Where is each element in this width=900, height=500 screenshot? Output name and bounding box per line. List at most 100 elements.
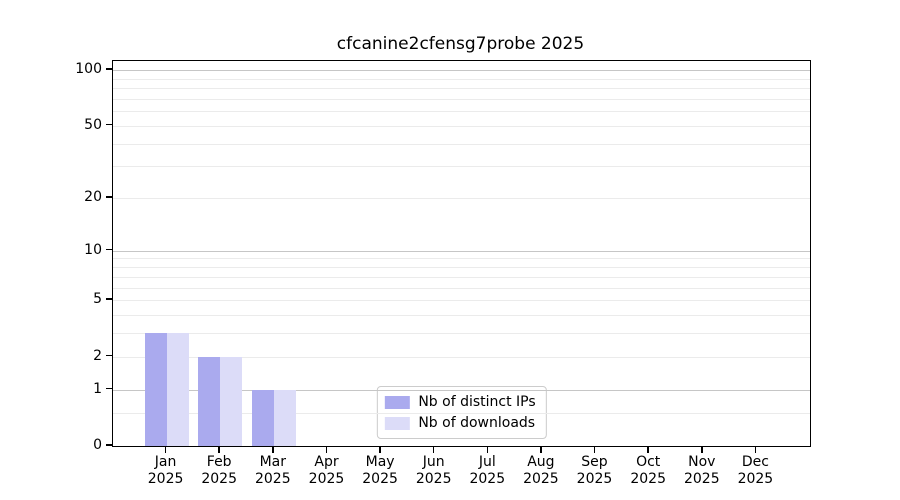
- grid-line-minor: [113, 287, 810, 289]
- bar-downloads: [273, 389, 296, 446]
- x-tick-year: 2025: [201, 471, 237, 487]
- x-tick-label: Aug 2025: [506, 454, 576, 488]
- grid-line-major: [113, 70, 810, 71]
- grid-line-minor: [113, 333, 810, 335]
- y-tick-label: 100: [75, 61, 102, 77]
- x-tick-month: Oct: [636, 454, 661, 470]
- grid-line-minor: [113, 143, 810, 145]
- x-tick-month: Feb: [206, 454, 232, 470]
- grid-line-minor: [113, 258, 810, 260]
- x-tick-mark: [647, 447, 649, 453]
- legend-swatch: [384, 416, 410, 430]
- x-tick-label: Jan 2025: [131, 454, 201, 488]
- x-tick-label: Feb 2025: [184, 454, 254, 488]
- x-tick-year: 2025: [147, 471, 184, 487]
- x-tick-month: Jun: [422, 454, 445, 470]
- legend-label: Nb of downloads: [418, 415, 536, 431]
- x-tick-mark: [218, 447, 220, 453]
- x-tick-mark: [432, 447, 435, 453]
- legend-item: Nb of downloads: [384, 415, 535, 431]
- legend-label: Nb of distinct IPs: [418, 394, 536, 410]
- x-tick-month: Jan: [154, 454, 177, 470]
- x-tick-year: 2025: [362, 471, 398, 487]
- grid-line-major: [113, 250, 810, 252]
- x-tick-month: Aug: [527, 454, 555, 470]
- x-tick-year: 2025: [576, 471, 613, 487]
- bar-downloads: [166, 333, 189, 446]
- x-tick-label: May 2025: [345, 454, 415, 488]
- x-tick-mark: [272, 447, 274, 453]
- y-tick-mark: [106, 387, 112, 390]
- grid-line-minor: [113, 88, 810, 89]
- x-tick-mark: [540, 447, 542, 453]
- x-tick-month: May: [365, 454, 395, 470]
- x-tick-label: Jul 2025: [452, 454, 522, 488]
- bar-distinct-ips: [144, 333, 167, 446]
- grid-line-minor: [113, 413, 810, 414]
- x-tick-month: Sep: [581, 454, 608, 470]
- grid-line-minor: [113, 356, 810, 358]
- y-tick-label: 5: [93, 291, 102, 307]
- bar-distinct-ips: [251, 389, 274, 446]
- y-tick-mark: [106, 123, 112, 126]
- y-tick-mark: [106, 248, 112, 251]
- x-tick-label: Nov 2025: [667, 454, 737, 488]
- y-tick-mark: [106, 354, 112, 357]
- y-tick-label: 0: [93, 437, 102, 453]
- y-tick-mark: [106, 444, 112, 446]
- x-tick-month: Nov: [688, 454, 716, 470]
- grid-line-minor: [113, 166, 810, 168]
- grid-line-minor: [113, 111, 810, 113]
- x-tick-year: 2025: [737, 471, 774, 487]
- grid-line-minor: [113, 300, 810, 301]
- x-tick-label: Jun 2025: [399, 454, 469, 488]
- grid-line-minor: [113, 198, 810, 199]
- legend: Nb of distinct IPs Nb of downloads: [376, 386, 547, 439]
- grid-line-minor: [113, 98, 810, 100]
- x-tick-mark: [486, 447, 489, 453]
- x-tick-year: 2025: [630, 471, 666, 487]
- x-tick-mark: [379, 447, 381, 453]
- grid-line-minor: [113, 276, 810, 278]
- x-tick-mark: [593, 447, 596, 453]
- x-tick-year: 2025: [683, 471, 720, 487]
- x-tick-year: 2025: [254, 471, 291, 487]
- x-tick-year: 2025: [415, 471, 452, 487]
- x-tick-label: Apr 2025: [292, 454, 362, 488]
- x-tick-year: 2025: [308, 471, 345, 487]
- grid-line-minor: [113, 267, 810, 268]
- y-tick-label: 10: [84, 241, 102, 258]
- x-tick-label: Mar 2025: [238, 454, 308, 488]
- grid-line-minor: [113, 125, 810, 127]
- x-tick-label: Sep 2025: [560, 454, 630, 488]
- y-tick-label: 20: [84, 189, 102, 205]
- y-tick-mark: [106, 196, 112, 198]
- bar-downloads: [220, 356, 243, 446]
- legend-item: Nb of distinct IPs: [384, 394, 536, 410]
- x-tick-month: Jul: [478, 454, 496, 470]
- grid-line-major: [113, 389, 810, 391]
- y-tick-label: 2: [93, 347, 102, 364]
- x-tick-year: 2025: [469, 471, 506, 487]
- plot-area: Nb of distinct IPs Nb of downloads: [112, 60, 811, 447]
- grid-line-minor: [113, 314, 810, 316]
- legend-swatch: [384, 395, 410, 409]
- y-tick-label: 50: [84, 116, 102, 133]
- x-tick-label: Oct 2025: [613, 454, 683, 488]
- bar-distinct-ips: [198, 356, 221, 446]
- x-tick-mark: [754, 447, 757, 453]
- x-tick-mark: [701, 447, 703, 453]
- y-tick-mark: [106, 68, 112, 70]
- x-tick-month: Mar: [259, 454, 286, 470]
- x-tick-mark: [164, 447, 167, 453]
- y-tick-label: 1: [93, 380, 102, 397]
- x-tick-month: Apr: [314, 454, 339, 470]
- x-tick-year: 2025: [523, 471, 559, 487]
- x-tick-label: Dec 2025: [720, 454, 790, 488]
- chart-title: cfcanine2cfensg7probe 2025: [336, 34, 585, 54]
- grid-line-minor: [113, 78, 810, 80]
- x-tick-month: Dec: [741, 454, 769, 470]
- y-tick-mark: [106, 298, 112, 300]
- x-tick-mark: [325, 447, 328, 453]
